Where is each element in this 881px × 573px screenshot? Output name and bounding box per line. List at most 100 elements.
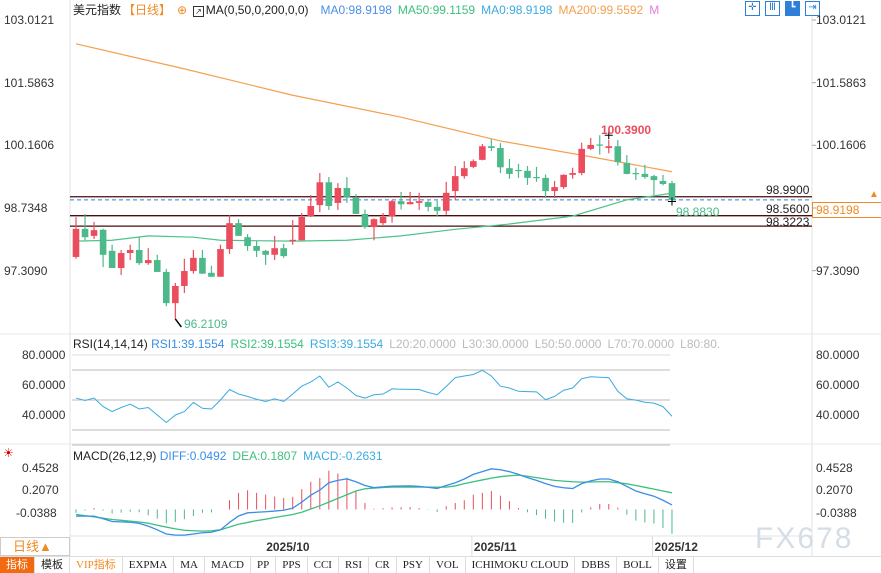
candle-body: [72, 228, 80, 257]
period-label[interactable]: 【日线】: [123, 3, 172, 17]
ma-value-1: MA50:99.1159: [397, 3, 476, 17]
candle-body: [271, 248, 278, 255]
candle: [117, 249, 125, 276]
candle: [172, 282, 179, 319]
candle-body: [217, 249, 224, 277]
rsi-tick-right: 60.0000: [816, 378, 860, 392]
add-icon[interactable]: ⊕: [177, 3, 188, 17]
macd-value-1: DEA:0.1807: [232, 449, 298, 463]
toolbar-item-pps[interactable]: PPS: [276, 557, 308, 573]
price-tick-right: 103.0121: [816, 13, 867, 27]
macd-value-2: MACD:-0.2631: [303, 449, 383, 463]
toolbar-item-psy[interactable]: PSY: [397, 557, 430, 573]
candle-body: [415, 201, 423, 203]
candle: [424, 200, 432, 212]
candle: [379, 213, 387, 225]
candle-body: [479, 146, 486, 160]
candle: [217, 244, 224, 277]
candle-body: [433, 206, 441, 211]
bar-toggle-icon[interactable]: Ⅲ: [765, 1, 780, 16]
candle-body: [596, 144, 604, 146]
toolbar-item-模板[interactable]: 模板: [35, 557, 70, 573]
candle: [569, 167, 576, 179]
candle-body: [334, 187, 342, 203]
high-annotation: 100.3900: [601, 123, 652, 137]
date-label: 2025/10: [266, 540, 310, 554]
toolbar-item-dbbs[interactable]: DBBS: [575, 557, 618, 573]
ma-values: MA0:98.9198 MA50:99.1159 MA0:98.9198 MA200:…: [321, 3, 666, 17]
candle: [533, 166, 540, 182]
low-annotation: 96.2109: [184, 317, 228, 331]
candle-body: [163, 271, 170, 304]
ma-value-0: MA0:98.9198: [320, 3, 392, 17]
support-line-label: 98.3223: [766, 215, 810, 230]
toolbar-item-vip指标[interactable]: VIP指标: [70, 557, 123, 573]
toolbar-item-ma[interactable]: MA: [174, 557, 205, 573]
toolbar-item-macd[interactable]: MACD: [205, 557, 251, 573]
symbol-name: 美元指数: [73, 3, 122, 17]
exit-icon[interactable]: ⇥: [805, 1, 820, 16]
candle: [650, 174, 658, 196]
toolbar-item-rsi[interactable]: RSI: [339, 557, 370, 573]
candle-body: [623, 162, 631, 174]
crosshair-icon[interactable]: ✛: [745, 1, 760, 16]
rsi-header: RSI(14,14,14) RSI1:39.1554 RSI2:39.1554 RS…: [73, 337, 726, 351]
candle-body: [488, 146, 495, 148]
toolbar-item-指标[interactable]: 指标: [0, 557, 35, 573]
candle: [506, 158, 513, 179]
candle: [596, 135, 604, 155]
candle-body: [650, 176, 658, 181]
price-tick-left: 97.3090: [4, 263, 48, 278]
ma-icon: ↗: [193, 6, 204, 17]
period-button[interactable]: 日线▲: [0, 537, 70, 556]
candle-body: [307, 206, 315, 217]
candle-body: [668, 183, 676, 200]
toolbar-item-设置[interactable]: 设置: [659, 557, 694, 573]
toolbar-item-cci[interactable]: CCI: [308, 557, 339, 573]
candle: [442, 181, 450, 215]
toolbar-item-ichimoku-cloud[interactable]: ICHIMOKU CLOUD: [466, 557, 576, 573]
candle-body: [659, 180, 667, 185]
candle: [488, 139, 495, 152]
candle-body: [289, 239, 297, 242]
candle: [126, 244, 134, 261]
macd-settings-icon[interactable]: ☀: [3, 446, 14, 460]
candle-body: [298, 216, 306, 241]
toolbar-item-expma[interactable]: EXPMA: [123, 557, 175, 573]
indicator-icon[interactable]: ┗: [785, 1, 800, 16]
candle: [515, 163, 522, 178]
current-price-label: 98.9198: [812, 202, 881, 218]
candle-body: [641, 173, 649, 177]
candle-body: [370, 219, 378, 228]
toolbar-item-vol[interactable]: VOL: [430, 557, 466, 573]
rsi-value-6: L70:70.0000: [607, 337, 675, 351]
candle-body: [569, 173, 576, 175]
candle-body: [81, 228, 89, 238]
toolbar-item-pp[interactable]: PP: [251, 557, 277, 573]
candle-body: [587, 144, 595, 149]
candle-body: [99, 229, 107, 255]
macd-tick-left: 0.2070: [22, 483, 59, 498]
candle: [280, 243, 287, 258]
candle: [587, 137, 595, 151]
rsi-tick-right: 40.0000: [816, 408, 860, 422]
ma50-line: [75, 192, 673, 242]
candle-body: [208, 272, 215, 277]
candle: [90, 221, 98, 239]
ma-def[interactable]: ↗ MA(0,50,0,200,0,0): [193, 3, 309, 17]
candle: [433, 200, 441, 217]
toolbar-item-cr[interactable]: CR: [369, 557, 397, 573]
candle: [524, 166, 531, 185]
ma-value-2: MA0:98.9198: [481, 3, 553, 17]
rsi-tick-left: 40.0000: [22, 408, 66, 422]
candle-body: [632, 173, 640, 175]
toolbar-item-boll[interactable]: BOLL: [617, 557, 659, 573]
rsi-value-7: L80:80.: [680, 337, 721, 351]
candle: [153, 254, 161, 272]
candle: [244, 234, 251, 251]
candle-body: [524, 170, 531, 178]
price-tick-left: 103.0121: [4, 13, 55, 27]
price-tick-right: 97.3090: [816, 263, 860, 278]
price-tick-right: 100.1606: [816, 138, 867, 153]
